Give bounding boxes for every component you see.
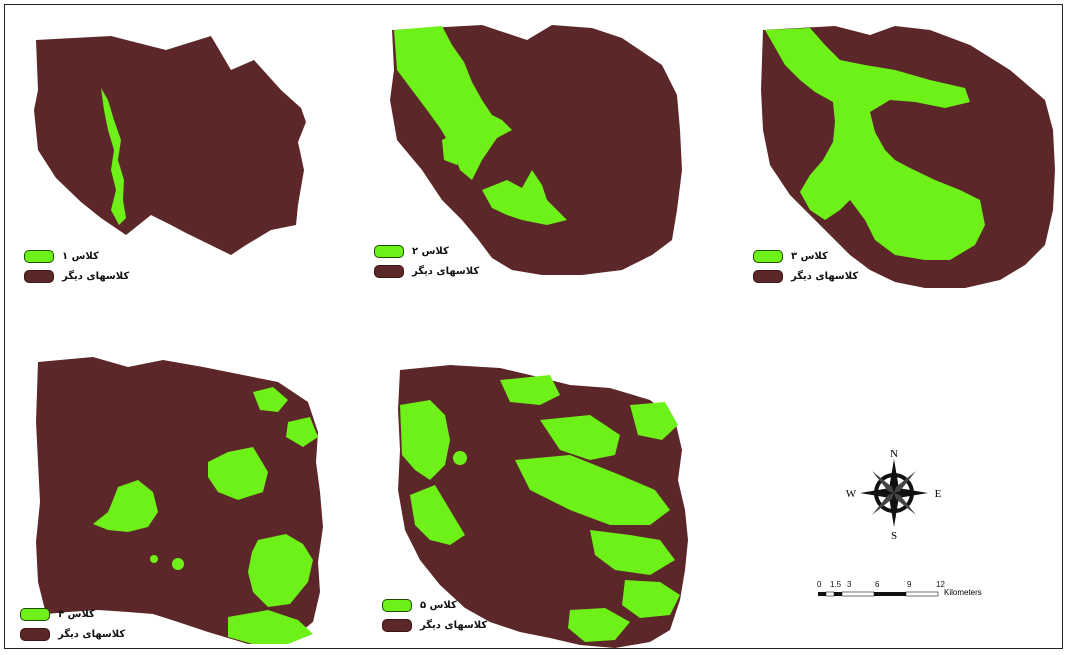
region-class-5 <box>500 375 560 405</box>
legend-swatch-brown <box>382 618 412 632</box>
legend-label-target: کلاس ۵ <box>420 599 457 611</box>
map-panel-class-2: کلاس ۲ کلاسهای دیگر <box>374 20 702 295</box>
map-panel-class-1: کلاس ۱ کلاسهای دیگر <box>24 30 336 300</box>
scale-tick-4: 9 <box>907 580 912 589</box>
legend-label-target: کلاس ۲ <box>412 245 449 257</box>
scale-units: Kilometers <box>944 588 982 597</box>
legend-swatch-green <box>24 249 54 263</box>
legend-row-target: کلاس ۱ <box>24 248 129 264</box>
map-class-2 <box>390 25 682 275</box>
map-panel-class-5: کلاس ۵ کلاسهای دیگر <box>382 360 700 650</box>
legend-class-3: کلاس ۳ کلاسهای دیگر <box>753 248 858 288</box>
compass-e: E <box>935 488 942 500</box>
scale-bar: 0 1.5 3 6 9 12 Kilometers <box>812 580 992 610</box>
scale-tick-1: 1.5 <box>830 580 842 589</box>
legend-label-target: کلاس ۱ <box>62 250 99 262</box>
map-class-1 <box>34 36 306 255</box>
region-class-4 <box>253 387 288 412</box>
region-class-2 <box>482 170 567 225</box>
region-class-4 <box>93 480 158 532</box>
region-class-5 <box>453 451 467 465</box>
legend-row-other: کلاسهای دیگر <box>382 617 487 633</box>
region-class-4 <box>286 417 318 447</box>
legend-class-5: کلاس ۵ کلاسهای دیگر <box>382 597 487 637</box>
region-class-3 <box>765 28 985 260</box>
scale-bar-graphic <box>818 591 939 597</box>
legend-swatch-green <box>374 244 404 258</box>
region-class-5 <box>630 402 678 440</box>
legend-label-other: کلاسهای دیگر <box>412 265 480 277</box>
legend-swatch-brown <box>24 269 54 283</box>
region-class-5 <box>622 580 680 618</box>
legend-class-1: کلاس ۱ کلاسهای دیگر <box>24 248 129 288</box>
legend-row-target: کلاس ۵ <box>382 597 487 613</box>
compass-s: S <box>891 530 897 542</box>
legend-swatch-brown <box>753 269 783 283</box>
region-other-classes <box>34 36 306 255</box>
compass-n: N <box>890 448 898 460</box>
scale-tick-2: 3 <box>847 580 852 589</box>
region-class-2 <box>442 130 468 165</box>
compass-w: W <box>846 488 857 500</box>
region-class-1 <box>101 88 126 225</box>
legend-class-2: کلاس ۲ کلاسهای دیگر <box>374 243 479 283</box>
figure-frame <box>4 4 1063 649</box>
scale-tick-5: 12 <box>936 580 945 589</box>
legend-swatch-green <box>753 249 783 263</box>
legend-swatch-brown <box>374 264 404 278</box>
region-class-4 <box>208 447 268 500</box>
legend-swatch-green <box>382 598 412 612</box>
legend-row-target: کلاس ۲ <box>374 243 479 259</box>
region-class-5 <box>568 608 630 642</box>
region-class-4 <box>150 555 158 563</box>
region-class-5 <box>400 400 450 480</box>
region-class-5 <box>410 485 465 545</box>
legend-class-4: کلاس ۴ کلاسهای دیگر <box>20 606 125 646</box>
legend-label-other: کلاسهای دیگر <box>62 270 130 282</box>
map-panel-class-4: کلاس ۴ کلاسهای دیگر <box>20 352 338 652</box>
region-class-5 <box>540 415 620 460</box>
compass-rose-icon: N S W E <box>846 448 942 542</box>
legend-row-other: کلاسهای دیگر <box>20 626 125 642</box>
legend-label-target: کلاس ۳ <box>791 250 828 262</box>
legend-label-target: کلاس ۴ <box>58 608 95 620</box>
map-class-4 <box>36 357 323 644</box>
region-class-4 <box>248 534 313 607</box>
region-class-2 <box>394 26 512 180</box>
legend-row-target: کلاس ۴ <box>20 606 125 622</box>
scale-tick-3: 6 <box>875 580 880 589</box>
legend-label-other: کلاسهای دیگر <box>420 619 488 631</box>
region-class-5 <box>515 455 670 525</box>
legend-swatch-brown <box>20 627 50 641</box>
region-class-4 <box>172 558 184 570</box>
legend-row-other: کلاسهای دیگر <box>374 263 479 279</box>
region-class-5 <box>590 530 675 575</box>
legend-row-other: کلاسهای دیگر <box>24 268 129 284</box>
legend-row-other: کلاسهای دیگر <box>753 268 858 284</box>
map-panel-class-3: کلاس ۳ کلاسهای دیگر <box>753 20 1060 295</box>
legend-label-other: کلاسهای دیگر <box>791 270 859 282</box>
map-class-3 <box>761 26 1055 288</box>
legend-row-target: کلاس ۳ <box>753 248 858 264</box>
legend-label-other: کلاسهای دیگر <box>58 628 126 640</box>
north-arrow-icon: N S W E <box>842 447 947 542</box>
legend-swatch-green <box>20 607 50 621</box>
region-class-4 <box>228 610 313 644</box>
scale-tick-0: 0 <box>817 580 822 589</box>
map-class-5 <box>398 365 688 648</box>
